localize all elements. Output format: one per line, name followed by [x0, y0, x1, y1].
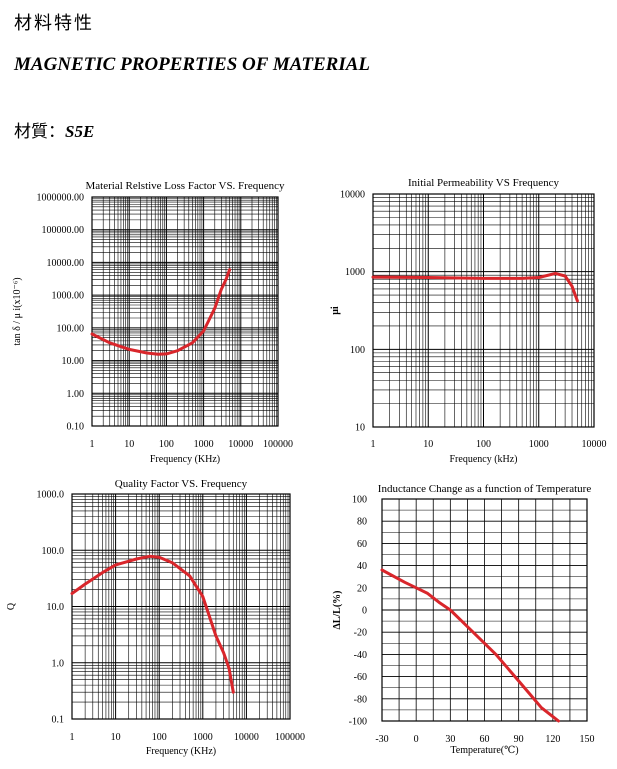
- x-axis-label: Temperature(℃): [450, 745, 518, 756]
- y-tick-label: 20: [357, 583, 367, 594]
- x-tick-label: 10000: [582, 439, 607, 450]
- y-tick-label: 100.0: [42, 546, 65, 557]
- series-line: [380, 568, 560, 723]
- y-tick-label: 100: [350, 345, 365, 356]
- y-tick-label: 0: [362, 606, 367, 617]
- y-tick-label: 1000000.00: [37, 193, 85, 204]
- x-tick-label: 10: [124, 439, 134, 450]
- chart-title: Material Relstive Loss Factor VS. Freque…: [86, 180, 285, 192]
- chart-title: Inductance Change as a function of Tempe…: [378, 483, 592, 495]
- grid: [381, 498, 588, 722]
- chart-inductance-temperature: -30 0 30 60 90 120 150 100 80 60 40 20 0 -20 -40 -60 -80…: [332, 483, 595, 756]
- x-tick-label: 1: [70, 732, 75, 743]
- y-tick-label: 100.00: [57, 323, 85, 334]
- x-tick-label: 100: [476, 439, 491, 450]
- y-tick-label: -80: [354, 694, 367, 705]
- x-tick-label: 1000: [194, 439, 214, 450]
- y-axis-label: ΔL/L(%): [332, 590, 343, 629]
- x-tick-label: 10000: [228, 439, 253, 450]
- x-tick-label: 100: [159, 439, 174, 450]
- material-label: 材質：: [14, 122, 65, 141]
- material-value: S5E: [65, 122, 95, 141]
- y-tick-label: 1000.00: [52, 291, 85, 302]
- y-tick-label: 10000.00: [47, 258, 85, 269]
- chart-loss-factor: 1 10 100 1000 10000 100000 0.10 1.00 10.00 100.00…: [12, 180, 293, 465]
- x-axis-label: Frequency (KHz): [146, 746, 216, 757]
- plot-frame: [71, 493, 291, 720]
- y-tick-label: 10.0: [47, 602, 65, 613]
- y-tick-label: 10: [355, 423, 365, 434]
- x-tick-label: 60: [480, 734, 490, 745]
- material-line: 材質：S5E: [14, 117, 94, 142]
- chart-title: Quality Factor VS. Frequency: [115, 478, 248, 490]
- x-tick-label: 100: [152, 732, 167, 743]
- series-line: [90, 268, 232, 356]
- grid: [71, 494, 290, 720]
- y-tick-label: 1.0: [52, 658, 65, 669]
- y-axis-label: μi: [330, 306, 341, 315]
- y-tick-label: 1000: [345, 267, 365, 278]
- y-tick-label: 0.10: [67, 422, 85, 433]
- x-tick-label: 100000: [263, 439, 293, 450]
- y-tick-label: 10.00: [62, 356, 85, 367]
- grid: [372, 194, 594, 428]
- x-tick-label: 0: [414, 734, 419, 745]
- y-axis-label: tan δ / μ i(x10⁻⁶): [12, 277, 23, 345]
- x-axis-label: Frequency (kHz): [449, 454, 517, 465]
- x-axis-label: Frequency (KHz): [150, 454, 220, 465]
- y-tick-label: -40: [354, 650, 367, 661]
- y-tick-label: 0.1: [52, 715, 65, 726]
- x-tick-label: 1: [90, 439, 95, 450]
- x-tick-label: 100000: [275, 732, 305, 743]
- x-tick-label: 10: [111, 732, 121, 743]
- x-tick-label: 120: [545, 734, 560, 745]
- x-tick-label: -30: [375, 734, 388, 745]
- plot-frame: [372, 193, 595, 428]
- y-tick-label: 80: [357, 517, 367, 528]
- x-tick-label: 90: [514, 734, 524, 745]
- y-tick-label: -60: [354, 672, 367, 683]
- x-tick-label: 150: [580, 734, 595, 745]
- y-axis-label: Q: [6, 602, 17, 610]
- x-tick-label: 10000: [234, 732, 259, 743]
- x-tick-label: 1000: [529, 439, 549, 450]
- y-tick-label: -20: [354, 628, 367, 639]
- y-tick-label: 1.00: [67, 389, 85, 400]
- series-line: [371, 271, 579, 303]
- y-tick-label: 100: [352, 495, 367, 506]
- plot-frame: [381, 498, 588, 722]
- y-tick-label: 1000.0: [37, 490, 65, 501]
- grid: [91, 197, 278, 427]
- x-tick-label: 1: [371, 439, 376, 450]
- x-tick-label: 1000: [193, 732, 213, 743]
- x-tick-label: 30: [445, 734, 455, 745]
- series-line: [70, 554, 235, 694]
- y-tick-label: -100: [349, 717, 367, 728]
- page-title-en: MAGNETIC PROPERTIES OF MATERIAL: [14, 54, 370, 75]
- chart-initial-permeability: 1 10 100 1000 10000 10 100 1000 10000 Initial Per…: [330, 177, 607, 465]
- chart-quality-factor: 1 10 100 1000 10000 100000 0.1 1.0 10.0 100.0 1000…: [6, 478, 305, 757]
- plot-frame: [91, 196, 279, 427]
- chart-title: Initial Permeability VS Frequency: [408, 177, 560, 189]
- x-tick-label: 10: [423, 439, 433, 450]
- page-title-cn: 材料特性: [14, 13, 94, 33]
- y-tick-label: 60: [357, 539, 367, 550]
- y-tick-label: 10000: [340, 190, 365, 201]
- y-tick-label: 100000.00: [42, 225, 85, 236]
- y-tick-label: 40: [357, 561, 367, 572]
